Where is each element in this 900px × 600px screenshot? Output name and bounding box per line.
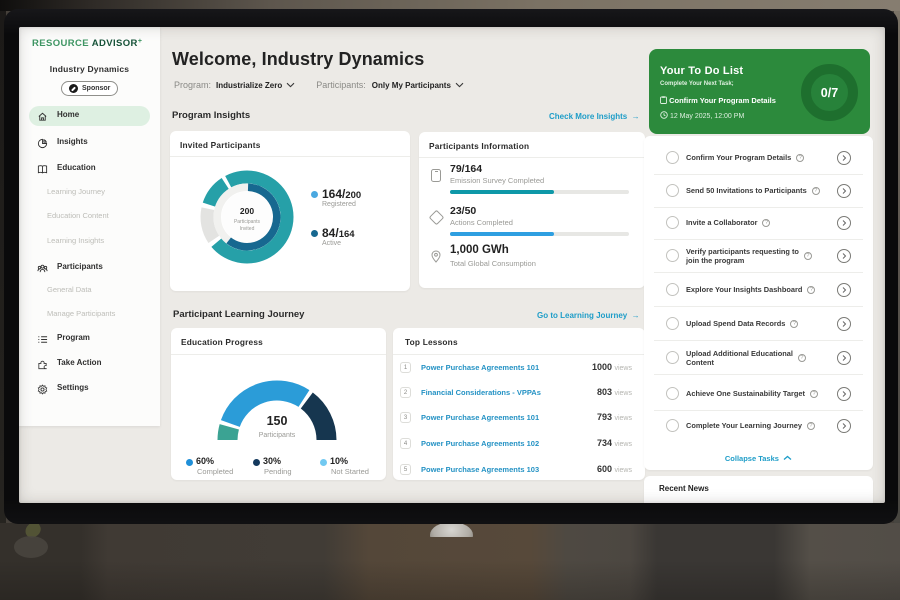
svg-text:Invited: Invited xyxy=(240,226,255,232)
svg-text:Participants: Participants xyxy=(234,219,261,225)
svg-text:200: 200 xyxy=(240,206,254,216)
